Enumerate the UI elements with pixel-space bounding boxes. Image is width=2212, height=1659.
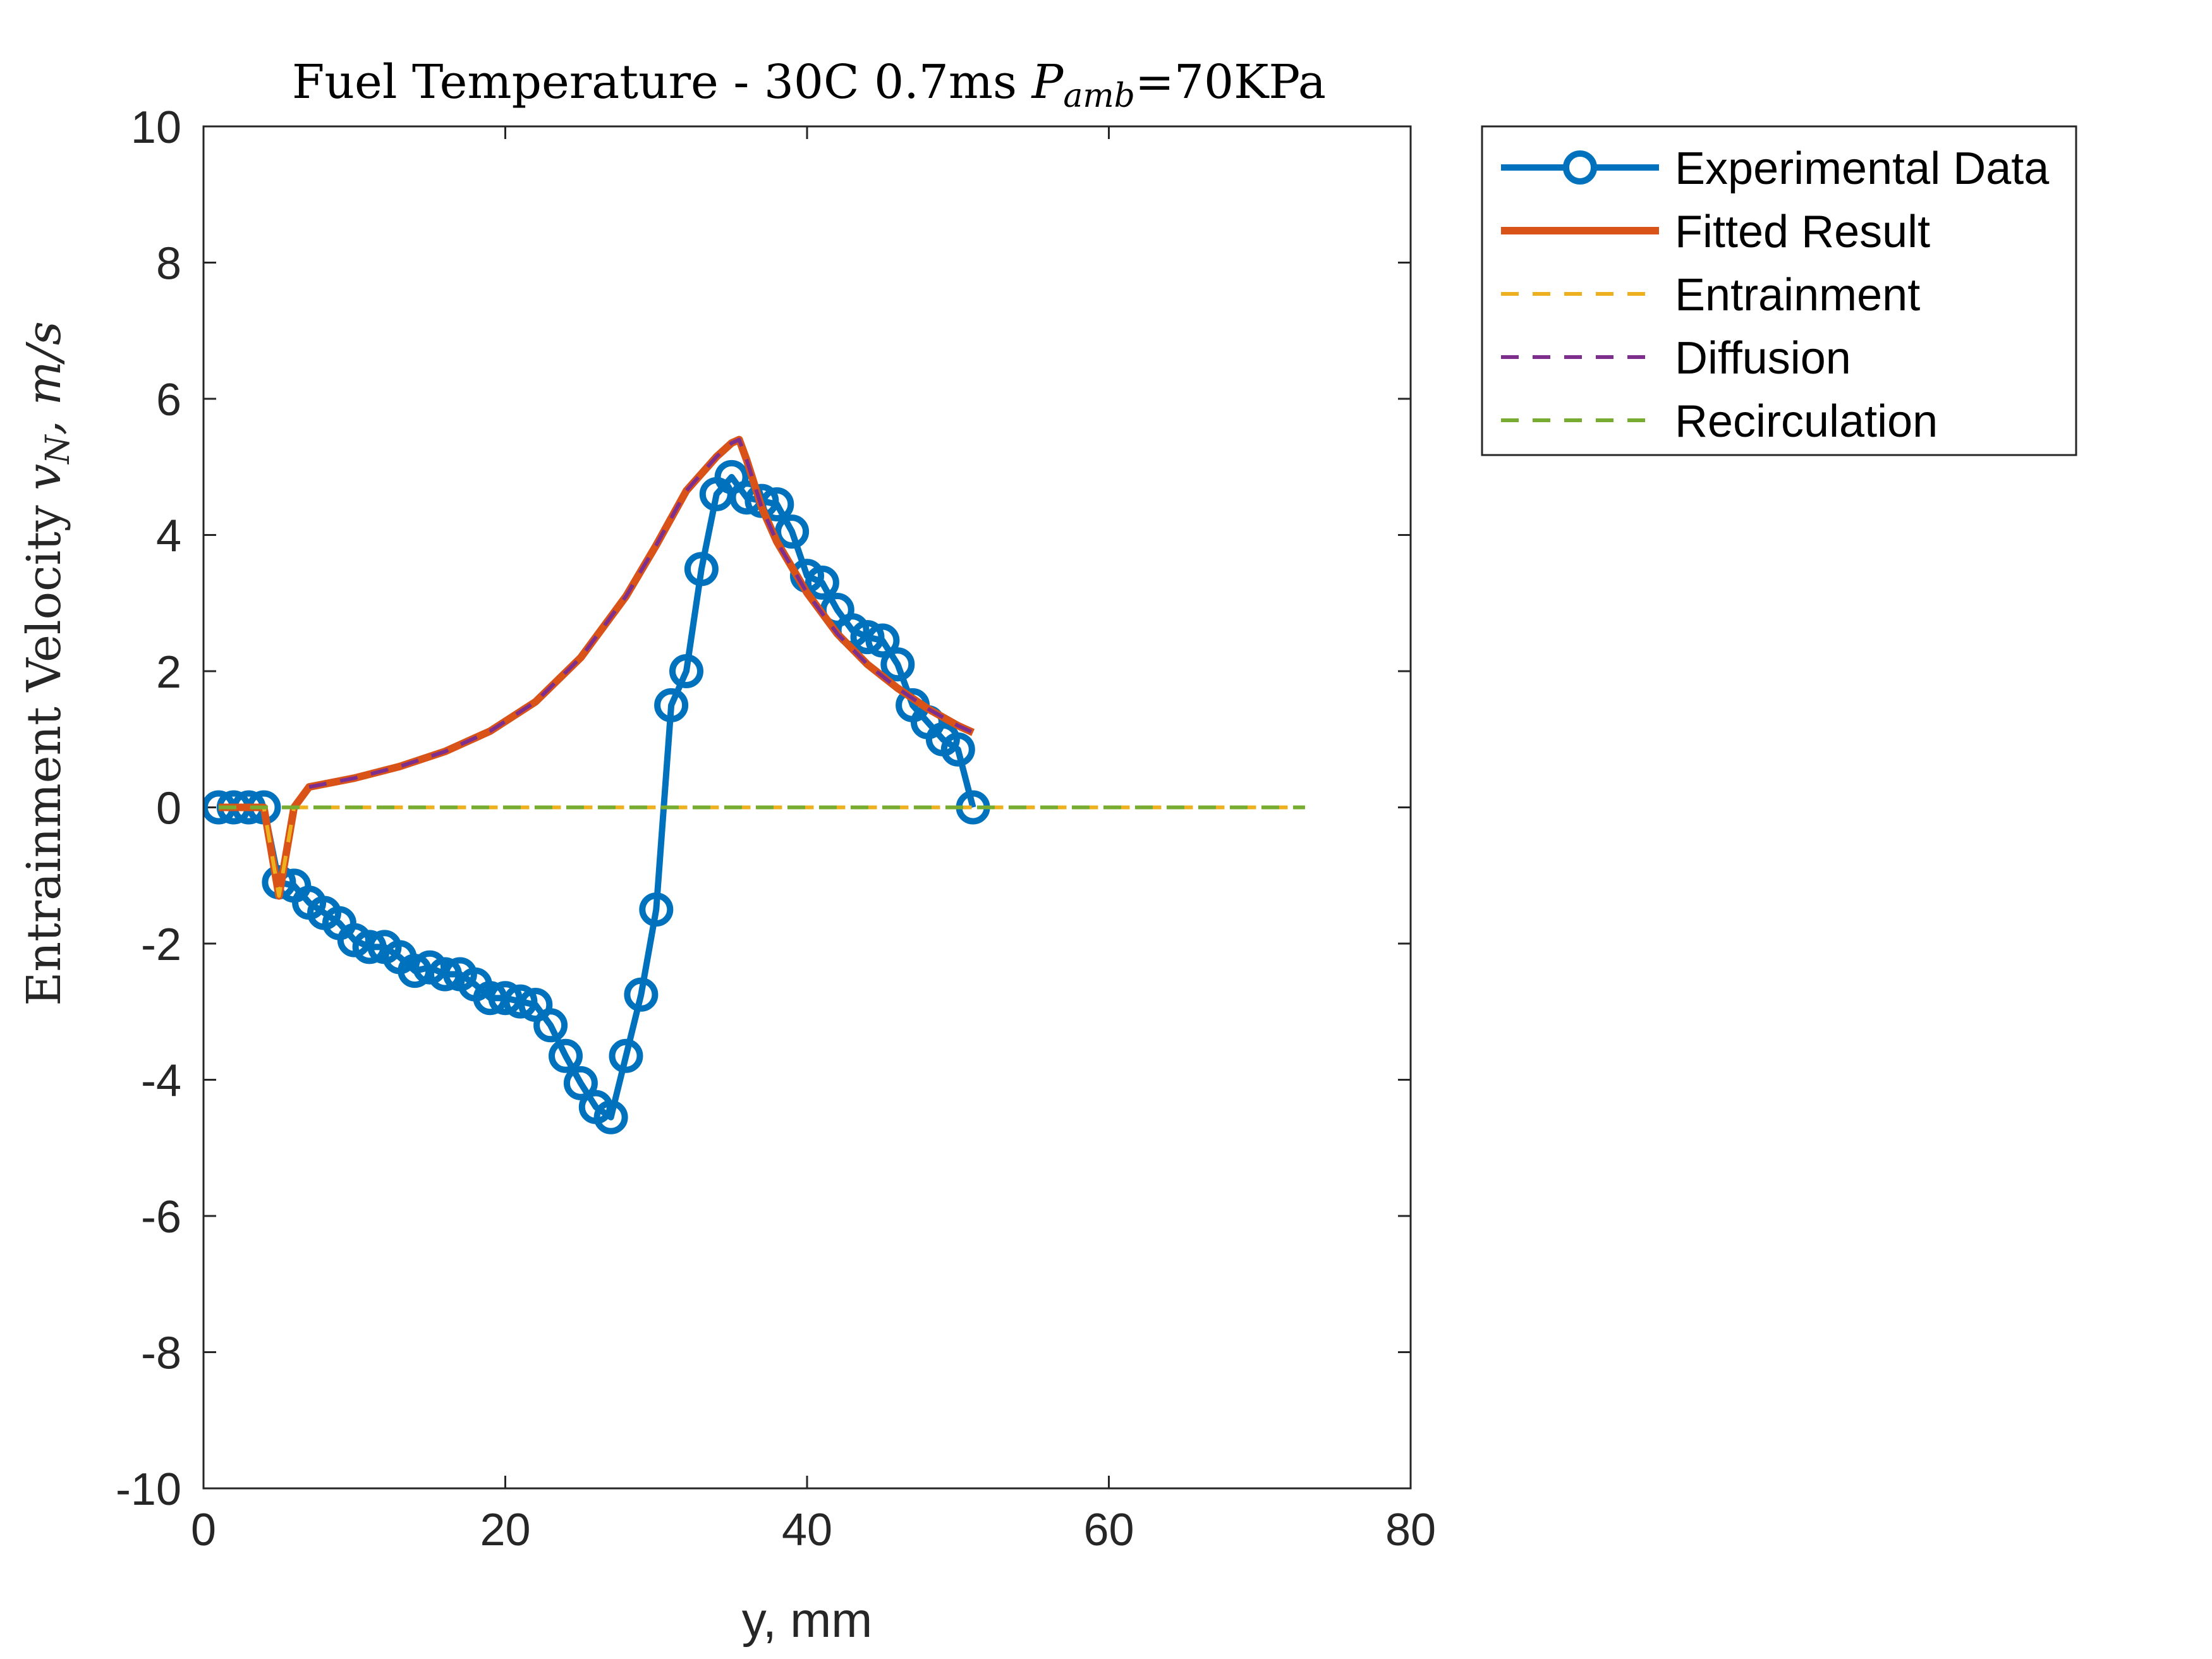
y-tick-label: 6 <box>156 375 181 425</box>
data-point-experimental <box>593 1100 628 1134</box>
data-point-experimental <box>624 977 659 1012</box>
data-point-experimental <box>352 930 387 964</box>
data-point-experimental <box>880 647 915 682</box>
data-point-experimental <box>805 565 839 600</box>
y-axis-label-sub: N <box>39 434 77 465</box>
y-tick-label: 4 <box>156 511 181 562</box>
data-point-experimental <box>488 981 523 1016</box>
series-line-diffusion <box>308 437 974 789</box>
legend-label-entrainment: Entrainment <box>1675 270 1920 320</box>
y-tick-label: 10 <box>131 102 181 153</box>
data-point-experimental <box>609 1038 643 1073</box>
data-point-experimental <box>639 892 674 927</box>
axis-tick-labels: 0 20 40 60 80 -10 -8 -6 -4 -2 0 2 4 6 8 10 <box>116 102 1436 1555</box>
x-axis-label: y, mm <box>742 1592 873 1648</box>
y-tick-label: -6 <box>141 1192 181 1243</box>
legend-items: Experimental Data Fitted Result Entrainmen… <box>1501 143 2050 447</box>
data-point-experimental <box>503 984 538 1019</box>
data-point-experimental <box>940 732 975 767</box>
legend-label-diffusion: Diffusion <box>1675 333 1851 384</box>
plot-area-frame <box>202 125 1412 1490</box>
y-tick-label: -4 <box>141 1056 181 1107</box>
legend: Experimental Data Fitted Result Entrainmen… <box>1481 125 2077 456</box>
data-point-experimental <box>850 620 885 655</box>
data-point-experimental <box>428 957 462 992</box>
y-tick-label: -8 <box>141 1328 181 1379</box>
legend-label-fitted: Fitted Result <box>1675 207 1930 257</box>
legend-label-recirculation: Recirculation <box>1675 396 1938 447</box>
x-tick-label: 20 <box>480 1505 530 1555</box>
legend-label-experimental: Experimental Data <box>1675 143 2050 194</box>
y-tick-label: 0 <box>156 784 181 834</box>
data-point-experimental <box>865 623 900 658</box>
chart-title-var: P <box>1031 55 1064 109</box>
x-tick-label: 0 <box>191 1505 216 1555</box>
x-tick-label: 40 <box>782 1505 832 1555</box>
y-axis-label: Entrainment Velocity vN, m/s <box>17 321 77 1006</box>
data-point-experimental <box>563 1066 598 1100</box>
data-point-experimental <box>684 552 719 586</box>
y-axis-label-prefix: Entrainment Velocity <box>17 490 71 1006</box>
chart-title-suffix: =70KPa <box>1135 55 1326 109</box>
series-layer <box>204 435 1305 1134</box>
y-tick-label: -2 <box>141 920 181 970</box>
y-tick-label: 8 <box>156 239 181 289</box>
chart-title-sub: amb <box>1063 77 1135 115</box>
chart-title-prefix: Fuel Temperature - 30C 0.7ms <box>292 55 1032 109</box>
y-axis-label-suffix: , m/s <box>17 321 71 435</box>
x-tick-label: 80 <box>1385 1505 1436 1555</box>
chart-title: Fuel Temperature - 30C 0.7ms Pamb=70KPa <box>292 55 1326 115</box>
y-tick-label: -10 <box>116 1464 181 1515</box>
data-point-experimental <box>775 514 810 549</box>
legend-marker-experimental <box>1563 150 1597 185</box>
data-point-experimental <box>549 1038 583 1073</box>
data-point-experimental <box>533 1008 568 1043</box>
x-tick-label: 60 <box>1083 1505 1134 1555</box>
y-axis-label-var: v <box>17 464 71 490</box>
data-point-experimental <box>654 688 689 722</box>
data-point-experimental <box>669 654 703 688</box>
y-tick-label: 2 <box>156 647 181 698</box>
